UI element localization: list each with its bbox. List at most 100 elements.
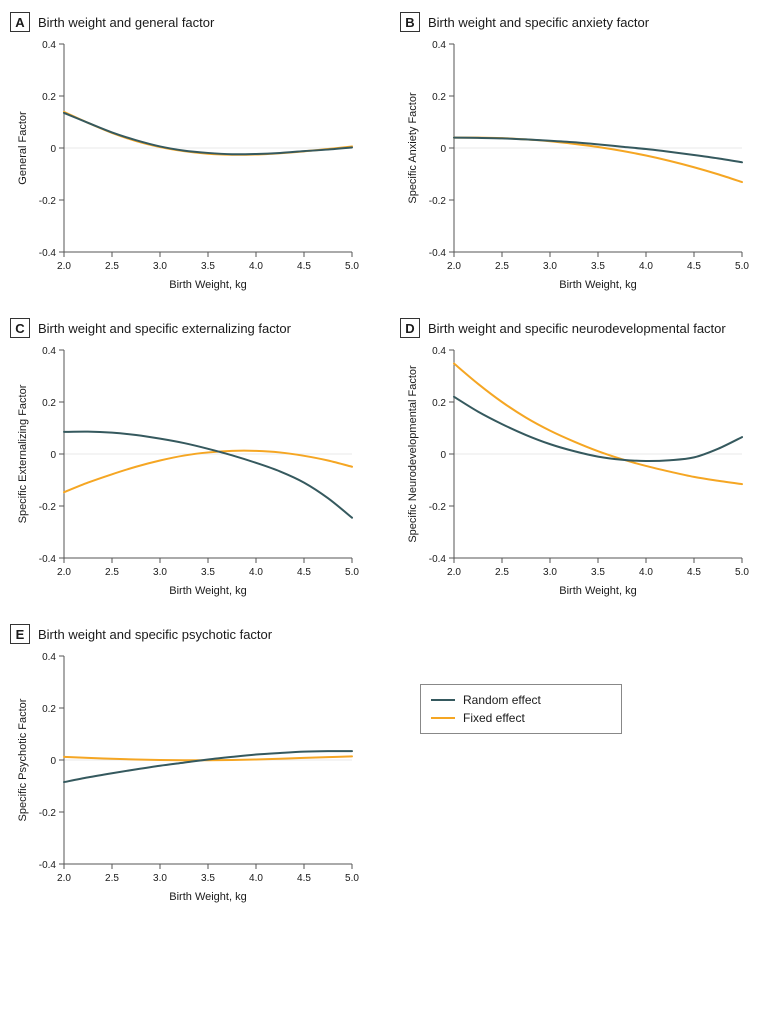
- svg-text:-0.4: -0.4: [39, 860, 57, 871]
- svg-text:Birth Weight, kg: Birth Weight, kg: [559, 279, 636, 291]
- svg-text:2.5: 2.5: [105, 873, 119, 884]
- svg-text:-0.4: -0.4: [39, 248, 57, 259]
- svg-text:-0.2: -0.2: [39, 808, 57, 819]
- svg-text:0.2: 0.2: [432, 92, 446, 103]
- svg-text:-0.4: -0.4: [39, 554, 57, 565]
- svg-text:Birth Weight, kg: Birth Weight, kg: [559, 585, 636, 597]
- svg-text:5.0: 5.0: [345, 567, 359, 578]
- panel-title: Birth weight and specific neurodevelopme…: [428, 321, 726, 336]
- svg-text:5.0: 5.0: [345, 873, 359, 884]
- figure: A Birth weight and general factor -0.4-0…: [0, 0, 783, 950]
- svg-text:3.5: 3.5: [201, 873, 215, 884]
- legend-item: Fixed effect: [431, 709, 611, 727]
- svg-text:0.4: 0.4: [42, 346, 56, 357]
- panel-letter: C: [10, 318, 30, 338]
- svg-text:0.2: 0.2: [42, 92, 56, 103]
- legend: Random effect Fixed effect: [420, 684, 622, 734]
- svg-text:0: 0: [440, 450, 446, 461]
- panel-D: D Birth weight and specific neurodevelop…: [400, 318, 750, 604]
- svg-text:0.2: 0.2: [42, 704, 56, 715]
- row-3: E Birth weight and specific psychotic fa…: [10, 624, 773, 910]
- svg-text:-0.2: -0.2: [429, 502, 447, 513]
- panel-letter: D: [400, 318, 420, 338]
- legend-cell: Random effect Fixed effect: [400, 624, 750, 910]
- svg-text:3.5: 3.5: [201, 567, 215, 578]
- svg-text:4.5: 4.5: [687, 567, 701, 578]
- svg-text:2.5: 2.5: [495, 261, 509, 272]
- svg-text:2.0: 2.0: [447, 567, 461, 578]
- svg-text:2.5: 2.5: [105, 567, 119, 578]
- panel-title: Birth weight and specific anxiety factor: [428, 15, 649, 30]
- svg-text:2.0: 2.0: [447, 261, 461, 272]
- row-1: A Birth weight and general factor -0.4-0…: [10, 12, 773, 298]
- svg-text:-0.4: -0.4: [429, 554, 447, 565]
- svg-text:-0.2: -0.2: [429, 196, 447, 207]
- panel-title: Birth weight and general factor: [38, 15, 214, 30]
- panel-letter: A: [10, 12, 30, 32]
- legend-label: Random effect: [463, 691, 541, 709]
- chart-B: -0.4 -0.2 0 0.2 0.4 2.0 2.5 3.0 3.5 4.0 4.5 5.0 Birt…: [400, 38, 750, 298]
- svg-text:4.0: 4.0: [249, 567, 263, 578]
- panel-letter: E: [10, 624, 30, 644]
- svg-text:3.5: 3.5: [201, 261, 215, 272]
- row-2: C Birth weight and specific externalizin…: [10, 318, 773, 604]
- chart-C: -0.4 -0.2 0 0.2 0.4 2.0 2.5 3.0 3.5 4.0 4.5 5.0 Birt…: [10, 344, 360, 604]
- legend-swatch-fixed: [431, 717, 455, 719]
- svg-text:4.5: 4.5: [687, 261, 701, 272]
- panel-letter: B: [400, 12, 420, 32]
- svg-text:5.0: 5.0: [735, 567, 749, 578]
- svg-text:0.4: 0.4: [432, 346, 446, 357]
- legend-item: Random effect: [431, 691, 611, 709]
- svg-text:5.0: 5.0: [345, 261, 359, 272]
- svg-text:4.5: 4.5: [297, 567, 311, 578]
- svg-text:5.0: 5.0: [735, 261, 749, 272]
- panel-A: A Birth weight and general factor -0.4-0…: [10, 12, 360, 298]
- chart-A: -0.4-0.200.20.42.02.53.03.54.04.55.0Birt…: [10, 38, 360, 298]
- svg-text:2.0: 2.0: [57, 261, 71, 272]
- svg-text:2.0: 2.0: [57, 873, 71, 884]
- svg-text:3.5: 3.5: [591, 261, 605, 272]
- svg-text:4.5: 4.5: [297, 261, 311, 272]
- svg-text:4.0: 4.0: [639, 567, 653, 578]
- svg-text:Birth Weight, kg: Birth Weight, kg: [169, 891, 246, 903]
- panel-title: Birth weight and specific externalizing …: [38, 321, 291, 336]
- panel-E: E Birth weight and specific psychotic fa…: [10, 624, 360, 910]
- svg-text:0: 0: [440, 144, 446, 155]
- svg-text:Specific Anxiety Factor: Specific Anxiety Factor: [407, 92, 419, 204]
- svg-text:0: 0: [50, 450, 56, 461]
- svg-text:0.4: 0.4: [42, 40, 56, 51]
- svg-text:0: 0: [50, 144, 56, 155]
- svg-text:3.0: 3.0: [153, 261, 167, 272]
- panel-B: B Birth weight and specific anxiety fact…: [400, 12, 750, 298]
- svg-text:3.0: 3.0: [543, 567, 557, 578]
- svg-text:-0.2: -0.2: [39, 502, 57, 513]
- svg-text:0.2: 0.2: [42, 398, 56, 409]
- svg-text:-0.4: -0.4: [429, 248, 447, 259]
- svg-text:Birth Weight, kg: Birth Weight, kg: [169, 585, 246, 597]
- svg-text:General Factor: General Factor: [17, 111, 29, 185]
- legend-swatch-random: [431, 699, 455, 701]
- svg-text:2.0: 2.0: [57, 567, 71, 578]
- svg-text:0.4: 0.4: [42, 652, 56, 663]
- svg-text:Birth Weight, kg: Birth Weight, kg: [169, 279, 246, 291]
- panel-title: Birth weight and specific psychotic fact…: [38, 627, 272, 642]
- svg-text:0: 0: [50, 756, 56, 767]
- legend-label: Fixed effect: [463, 709, 525, 727]
- svg-text:3.0: 3.0: [543, 261, 557, 272]
- svg-text:Specific Externalizing Factor: Specific Externalizing Factor: [17, 384, 29, 523]
- svg-text:4.0: 4.0: [249, 873, 263, 884]
- svg-text:Specific Neurodevelopmental Fa: Specific Neurodevelopmental Factor: [407, 365, 419, 543]
- svg-text:3.5: 3.5: [591, 567, 605, 578]
- svg-text:2.5: 2.5: [105, 261, 119, 272]
- svg-text:2.5: 2.5: [495, 567, 509, 578]
- chart-D: -0.4 -0.2 0 0.2 0.4 2.0 2.5 3.0 3.5 4.0 4.5 5.0 Birt…: [400, 344, 750, 604]
- svg-text:0.4: 0.4: [432, 40, 446, 51]
- svg-text:3.0: 3.0: [153, 873, 167, 884]
- svg-text:0.2: 0.2: [432, 398, 446, 409]
- chart-E: -0.4 -0.2 0 0.2 0.4 2.0 2.5 3.0 3.5 4.0 4.5 5.0 Birt…: [10, 650, 360, 910]
- svg-text:4.5: 4.5: [297, 873, 311, 884]
- panel-C: C Birth weight and specific externalizin…: [10, 318, 360, 604]
- svg-text:Specific Psychotic Factor: Specific Psychotic Factor: [17, 698, 29, 821]
- svg-text:4.0: 4.0: [639, 261, 653, 272]
- svg-text:3.0: 3.0: [153, 567, 167, 578]
